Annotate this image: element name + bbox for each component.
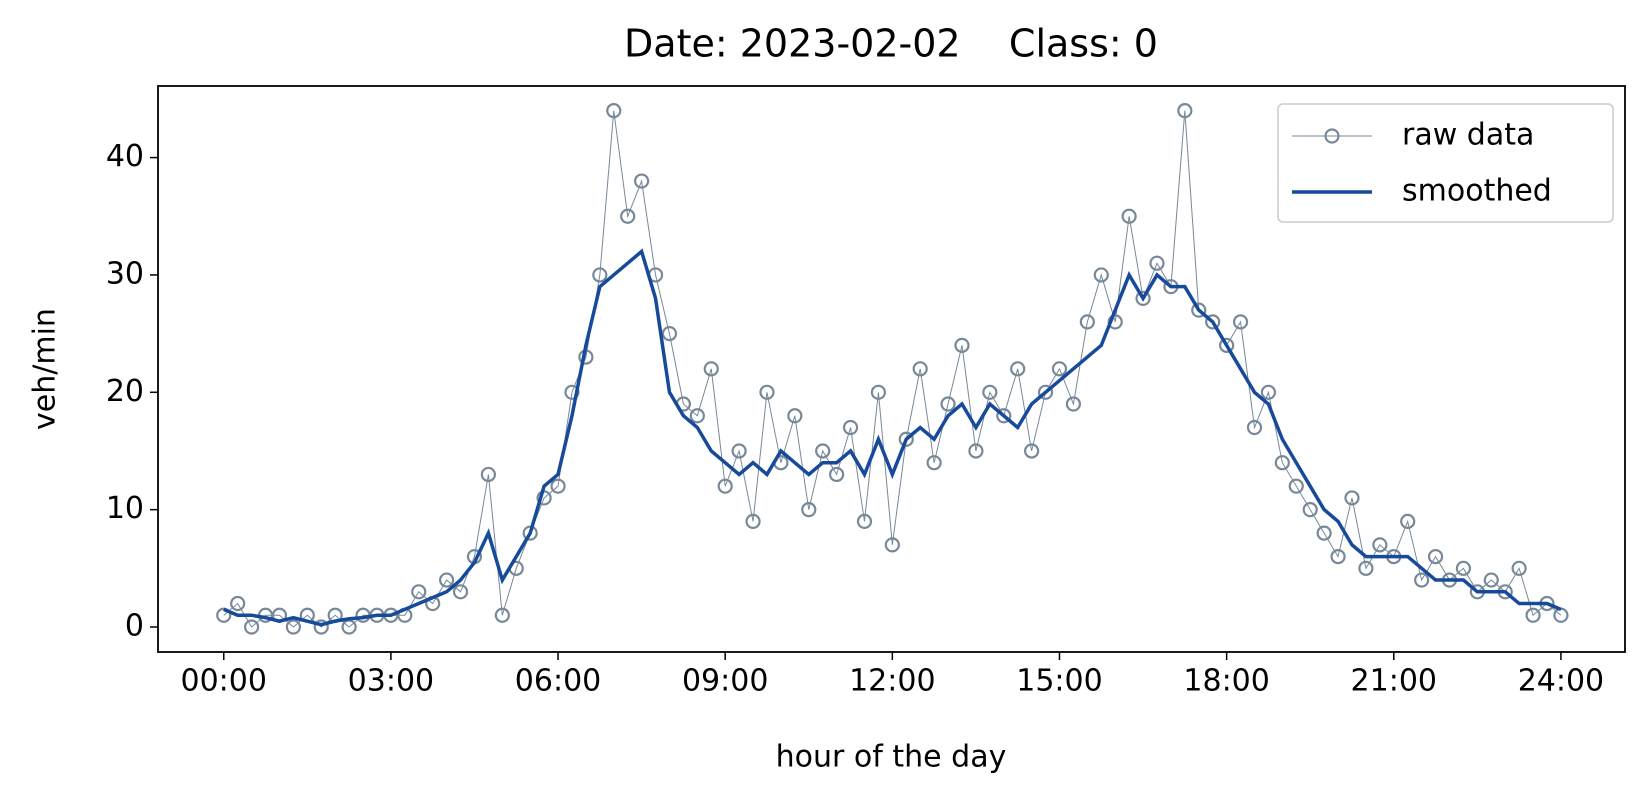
- data-point: [592, 267, 608, 283]
- data-point: [1232, 314, 1249, 330]
- data-point: [522, 525, 538, 541]
- x-tick-label: 24:00: [1518, 664, 1604, 699]
- data-point: [898, 431, 914, 447]
- data-point: [954, 337, 970, 353]
- data-point: [1093, 267, 1109, 283]
- data-point: [1427, 548, 1444, 565]
- data-point: [1302, 502, 1318, 518]
- data-point: [982, 384, 998, 400]
- data-point: [1288, 478, 1304, 494]
- data-point: [1219, 337, 1235, 353]
- data-point: [1024, 443, 1040, 459]
- data-point: [439, 572, 455, 588]
- data-point: [244, 619, 260, 635]
- data-point: [1316, 525, 1332, 541]
- y-tick-label: 40: [106, 139, 144, 174]
- y-tick-label: 20: [106, 374, 144, 409]
- x-tick-label: 00:00: [181, 664, 267, 699]
- plot-area: [216, 103, 1569, 635]
- data-point: [1455, 560, 1472, 576]
- data-point: [884, 537, 900, 553]
- series-line: [223, 110, 1562, 628]
- data-point: [689, 408, 705, 424]
- data-point: [759, 384, 775, 400]
- data-point: [1260, 384, 1277, 400]
- data-point: [285, 619, 301, 635]
- data-point: [1511, 560, 1527, 576]
- data-point: [1358, 560, 1374, 576]
- data-point: [1330, 548, 1346, 565]
- data-point: [216, 607, 232, 623]
- data-point: [1149, 255, 1165, 271]
- data-point: [620, 208, 636, 224]
- data-point: [564, 384, 580, 400]
- data-point: [940, 396, 956, 412]
- data-point: [1246, 419, 1263, 436]
- y-tick-label: 10: [106, 491, 144, 526]
- data-point: [1344, 490, 1360, 506]
- data-point: [313, 619, 329, 635]
- data-point: [1177, 103, 1193, 119]
- legend-marker: [1324, 128, 1340, 144]
- data-point: [870, 384, 887, 400]
- data-point: [494, 607, 510, 623]
- data-point: [606, 103, 622, 119]
- data-point: [926, 455, 942, 471]
- data-point: [856, 513, 873, 529]
- data-point: [480, 466, 496, 483]
- data-point: [731, 443, 747, 459]
- data-point: [452, 584, 469, 600]
- data-point: [1191, 302, 1207, 318]
- y-axis-label: veh/min: [28, 308, 63, 430]
- data-point: [996, 408, 1012, 424]
- legend-label: raw data: [1402, 118, 1534, 153]
- chart-title: Date: 2023-02-02 Class: 0: [624, 22, 1158, 66]
- x-tick-label: 18:00: [1183, 664, 1269, 699]
- data-point: [1205, 314, 1221, 330]
- data-point: [912, 361, 928, 377]
- data-point: [634, 173, 650, 189]
- data-point: [815, 443, 831, 459]
- data-point: [1400, 513, 1416, 529]
- legend-label: smoothed: [1402, 174, 1552, 209]
- data-point: [1135, 290, 1151, 307]
- x-tick-label: 09:00: [682, 664, 768, 699]
- data-point: [1079, 314, 1095, 330]
- data-point: [661, 326, 678, 342]
- data-point: [1121, 208, 1137, 224]
- x-tick-label: 21:00: [1351, 664, 1437, 699]
- series-line: [223, 248, 1562, 627]
- data-point: [703, 361, 719, 377]
- data-point: [1483, 572, 1499, 588]
- data-point: [1274, 455, 1290, 471]
- data-point: [745, 513, 761, 529]
- data-point: [230, 595, 246, 612]
- data-point: [1051, 361, 1068, 377]
- data-point: [1037, 384, 1054, 400]
- data-point: [1010, 361, 1026, 377]
- data-point: [829, 466, 845, 483]
- x-tick-label: 12:00: [849, 664, 935, 699]
- x-tick-label: 06:00: [515, 664, 601, 699]
- data-point: [787, 408, 803, 424]
- data-point: [1525, 607, 1541, 623]
- x-axis-label: hour of the day: [776, 740, 1007, 775]
- data-point: [411, 584, 427, 600]
- x-tick-label: 03:00: [348, 664, 434, 699]
- plot-frame: [157, 85, 1626, 653]
- data-point: [1372, 537, 1388, 553]
- data-point: [1065, 396, 1082, 412]
- data-point: [550, 478, 566, 494]
- y-tick-label: 0: [125, 609, 144, 644]
- data-point: [717, 478, 733, 494]
- data-point: [801, 502, 817, 518]
- data-point: [842, 419, 859, 436]
- x-tick-label: 15:00: [1016, 664, 1102, 699]
- data-point: [968, 443, 984, 459]
- data-point: [1414, 572, 1430, 588]
- y-tick-label: 30: [106, 256, 144, 291]
